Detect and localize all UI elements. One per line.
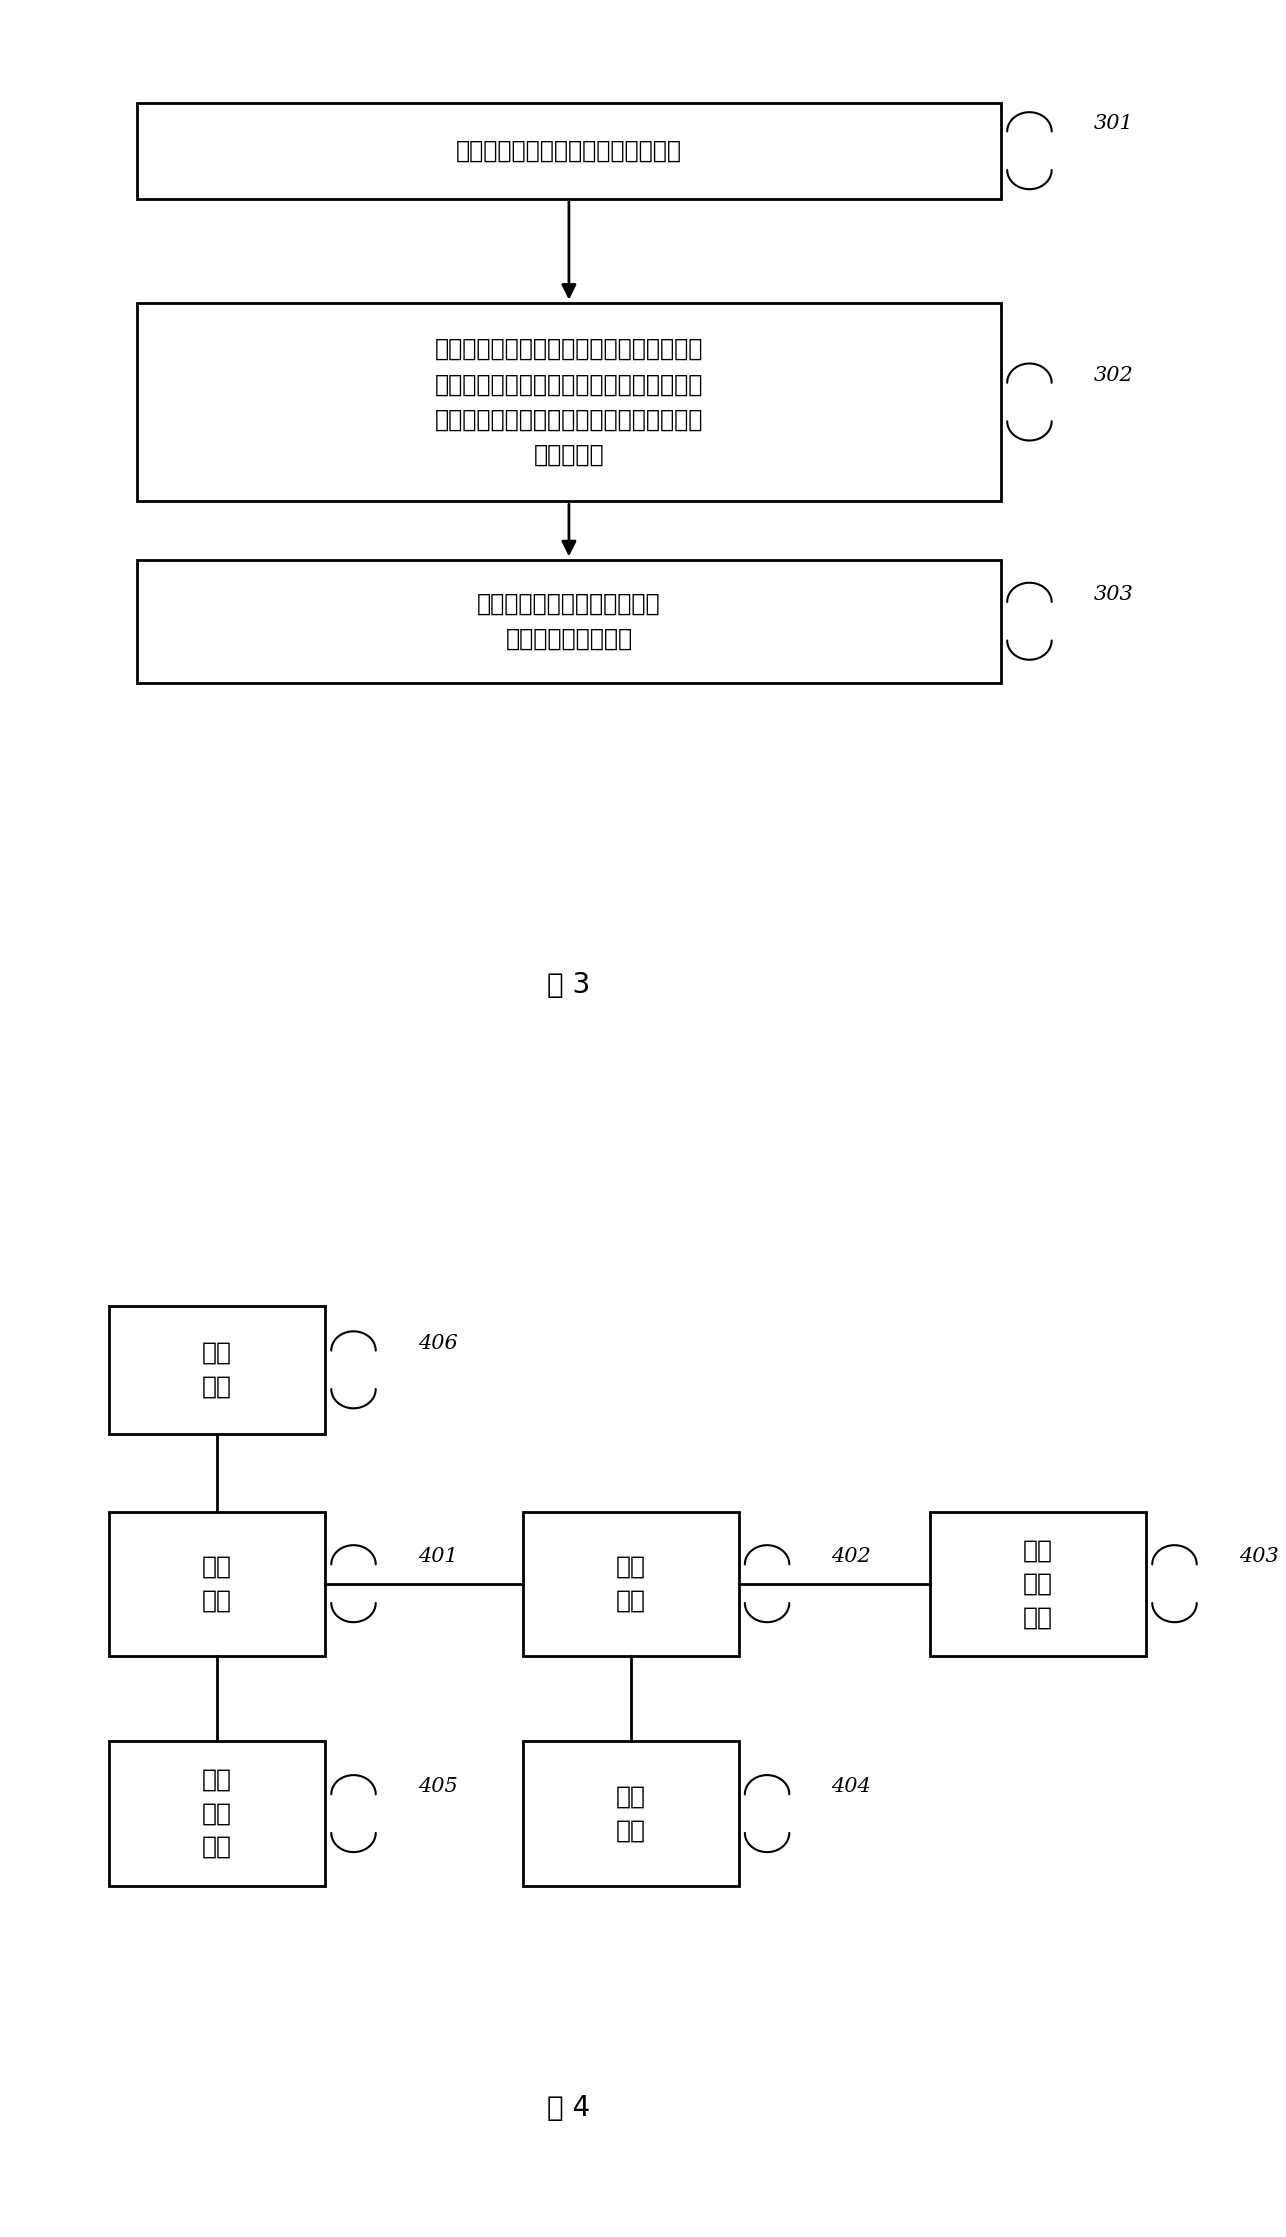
- Text: 405: 405: [418, 1778, 458, 1796]
- Text: 第二
记录
单元: 第二 记录 单元: [202, 1767, 231, 1859]
- Bar: [136, 302, 1001, 501]
- Bar: [136, 103, 1001, 199]
- Text: 第一
记录
单元: 第一 记录 单元: [1024, 1539, 1053, 1629]
- Text: 定位
单元: 定位 单元: [202, 1340, 231, 1398]
- Text: 406: 406: [418, 1333, 458, 1353]
- Text: 403: 403: [1238, 1548, 1278, 1566]
- Bar: [930, 1512, 1146, 1655]
- Text: 比较
单元: 比较 单元: [616, 1555, 646, 1613]
- Bar: [522, 1740, 738, 1886]
- Bar: [522, 1512, 738, 1655]
- Text: 401: 401: [418, 1548, 458, 1566]
- Text: 终端接入业务信道与网络侧进行通信: 终端接入业务信道与网络侧进行通信: [457, 139, 682, 163]
- Text: 404: 404: [831, 1778, 871, 1796]
- Bar: [109, 1306, 325, 1434]
- Text: 图 4: 图 4: [548, 2094, 590, 2121]
- Bar: [109, 1740, 325, 1886]
- Text: 301: 301: [1093, 114, 1133, 134]
- Text: 图 3: 图 3: [548, 971, 590, 1000]
- Bar: [109, 1512, 325, 1655]
- Text: 302: 302: [1093, 367, 1133, 385]
- Text: 402: 402: [831, 1548, 871, 1566]
- Text: 门限
单元: 门限 单元: [616, 1785, 646, 1843]
- Text: 接收
单元: 接收 单元: [202, 1555, 231, 1613]
- Text: 303: 303: [1093, 586, 1133, 604]
- Text: 网络侧接收终端发送的消息，
并记录发生空口串话: 网络侧接收终端发送的消息， 并记录发生空口串话: [477, 591, 661, 651]
- Text: 终端将接入的业务信道信息与之前网络侧为
该终端所分配的业务信道信息进行比较，若
发现不一致，则向网络侧发送通报发生空口
串话的消息: 终端将接入的业务信道信息与之前网络侧为 该终端所分配的业务信道信息进行比较，若 …: [435, 338, 703, 468]
- Bar: [136, 559, 1001, 682]
